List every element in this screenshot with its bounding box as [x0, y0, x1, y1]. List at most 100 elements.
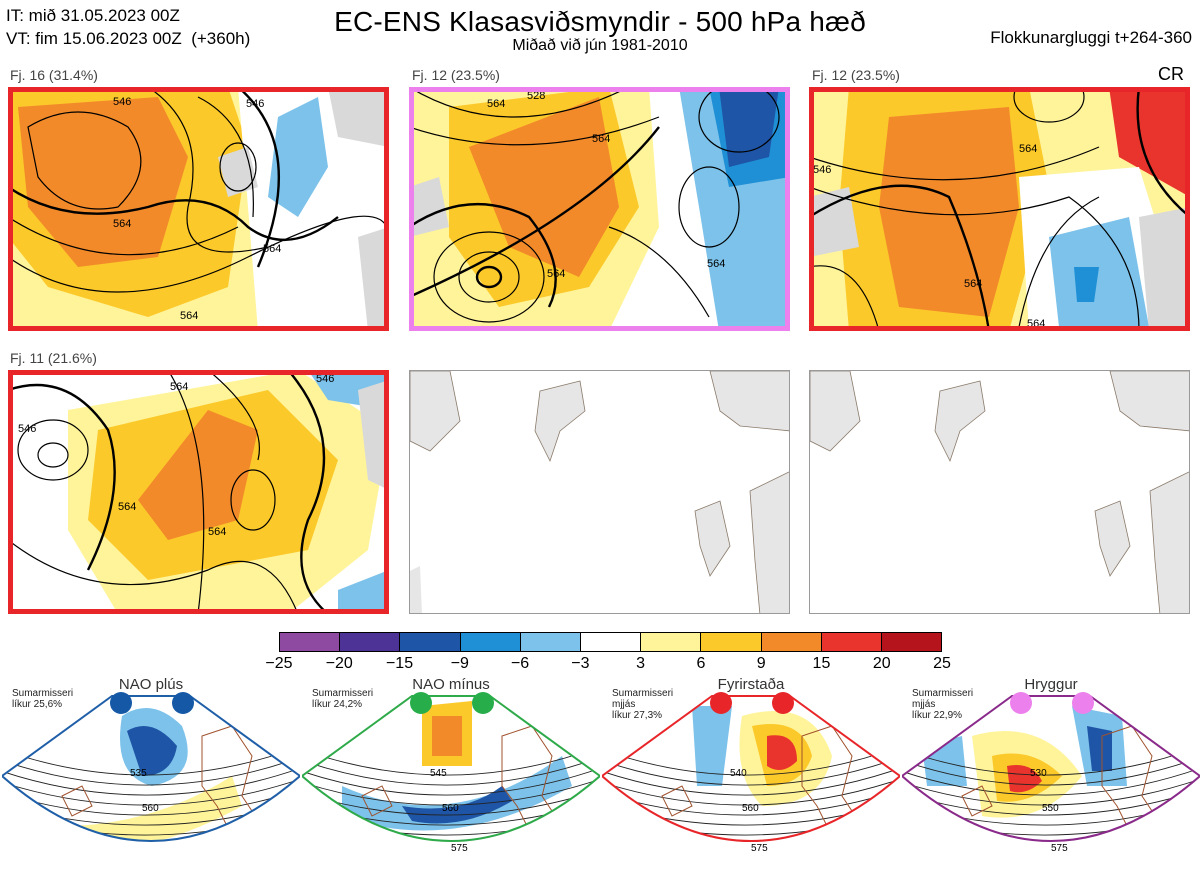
regime-info: Sumarmisseri mjjás líkur 27,3%: [612, 688, 673, 721]
window-label: Flokkunargluggi t+264-360: [990, 28, 1192, 47]
regime-panel: 530 550 575 Hryggur Sumarmisseri mjjás líkur 2…: [902, 676, 1200, 871]
regime-info-line: líkur 24,2%: [312, 699, 363, 710]
anomaly-area: [767, 735, 797, 770]
height-contour: [302, 752, 600, 786]
regime-name: Fyrirstaða: [717, 676, 785, 693]
colorbar-tick: 9: [756, 655, 766, 672]
page-subtitle: Miðað við jún 1981-2010: [512, 37, 688, 54]
colorbar-cell: [701, 633, 762, 651]
cluster-map-3: 546 564 564 564: [809, 87, 1190, 331]
height-contour: [602, 774, 900, 806]
regime-info-line: líkur 22,9%: [912, 710, 963, 721]
contour-label: 564: [113, 218, 131, 230]
anomaly-area: [342, 756, 572, 831]
colorbar-tick: −6: [510, 655, 530, 672]
colorbar-tick: −20: [325, 655, 353, 672]
regime-dot: [110, 692, 132, 714]
colorbar-tick: 15: [812, 655, 831, 672]
cr-label: CR: [1158, 64, 1184, 84]
regime-panel: 540 560 575 Fyrirstaða Sumarmisseri mjjás líku…: [602, 676, 900, 871]
contour-label: 530: [1030, 768, 1047, 779]
colorbar-cell: [400, 633, 461, 651]
height-contour: [902, 774, 1200, 806]
anomaly-area: [922, 736, 967, 786]
colorbar-tick: −9: [450, 655, 469, 672]
cluster-map-1: 546 564 564 564 546: [8, 87, 389, 331]
colorbar-cell: [881, 633, 942, 651]
regime-dot: [1072, 692, 1094, 714]
cluster-map-2: 528 564 564 564 564: [409, 87, 790, 331]
colorbar-tick: −25: [265, 655, 293, 672]
empty-map-6: [809, 370, 1190, 614]
regime-info: Sumarmisseri líkur 24,2%: [312, 688, 373, 710]
contour-label: 564: [1027, 318, 1045, 330]
regime-info-line: líkur 25,6%: [12, 699, 63, 710]
height-contour: [302, 774, 600, 806]
anomaly-area: [432, 716, 462, 756]
colorbar-cell: [821, 633, 882, 651]
contour-label: 575: [1051, 843, 1068, 854]
contour-label: 564: [263, 243, 281, 255]
height-contour: [2, 752, 300, 786]
regime-dot: [472, 692, 494, 714]
contour-label: 546: [813, 164, 831, 176]
regime-name: Hryggur: [1024, 676, 1078, 693]
colorbar-tick: −3: [571, 655, 590, 672]
contour-label: 564: [547, 268, 565, 280]
contour-label: 564: [592, 133, 610, 145]
init-time: IT: mið 31.05.2023 00Z: [6, 6, 180, 25]
anomaly-area: [692, 706, 732, 786]
regime-frame: [302, 695, 600, 842]
regime-info-line: mjjás: [912, 699, 936, 710]
contour-label: 540: [730, 768, 747, 779]
colorbar-cell: [280, 633, 341, 651]
height-contour: [602, 763, 900, 796]
regime-info-line: mjjás: [612, 699, 636, 710]
anomaly-area: [127, 726, 177, 776]
contour-label: 564: [180, 310, 198, 322]
height-contour: [2, 774, 300, 806]
contour-label: 560: [442, 803, 459, 814]
height-contour: [302, 741, 600, 776]
panel-label-1: Fj. 16 (31.4%): [10, 67, 98, 83]
contour-label: 564: [208, 526, 226, 538]
panel-label-2: Fj. 12 (23.5%): [412, 67, 500, 83]
regime-panel: 545 560 575 NAO mínus Sumarmisseri líkur 24,2…: [302, 676, 600, 871]
contour-label: 550: [1042, 803, 1059, 814]
contour-label: 545: [430, 768, 447, 779]
colorbar-cell: [520, 633, 581, 651]
regime-frame: [602, 695, 900, 842]
contour-label: 546: [316, 373, 334, 385]
contour-label: 546: [18, 423, 36, 435]
height-contour: [302, 763, 600, 796]
page-title: EC-ENS Klasasviðsmyndir - 500 hPa hæð: [334, 6, 866, 37]
panel-label-3: Fj. 12 (23.5%): [812, 67, 900, 83]
anomaly-area: [1007, 765, 1042, 793]
contour-label: 564: [1019, 143, 1037, 155]
anomaly-colorbar: [279, 632, 942, 652]
contour-label: 546: [246, 98, 264, 110]
regime-dot: [772, 692, 794, 714]
valid-time: VT: fim 15.06.2023 00Z (+360h): [6, 29, 251, 48]
height-contour: [602, 752, 900, 786]
regime-info-line: Sumarmisseri: [12, 688, 74, 699]
cluster-map-4: 546 564 564 546 564: [8, 370, 389, 614]
regime-dot: [410, 692, 432, 714]
colorbar-cell: [580, 633, 642, 651]
contour-label: 535: [130, 768, 147, 779]
colorbar-cell: [340, 633, 401, 651]
contour-label: 560: [142, 803, 159, 814]
height-contour: [602, 741, 900, 776]
height-contour: [902, 752, 1200, 786]
contour-label: 564: [964, 278, 982, 290]
contour-label: 564: [170, 381, 188, 393]
colorbar-cell: [641, 633, 702, 651]
height-contour: [902, 763, 1200, 796]
height-contour: [2, 741, 300, 776]
empty-map-5: [409, 370, 790, 614]
colorbar-cell: [761, 633, 822, 651]
regime-frame: [902, 695, 1200, 842]
anomaly-area: [1087, 726, 1112, 771]
colorbar-tick: 6: [696, 655, 706, 672]
regime-info: Sumarmisseri mjjás líkur 22,9%: [912, 688, 973, 721]
